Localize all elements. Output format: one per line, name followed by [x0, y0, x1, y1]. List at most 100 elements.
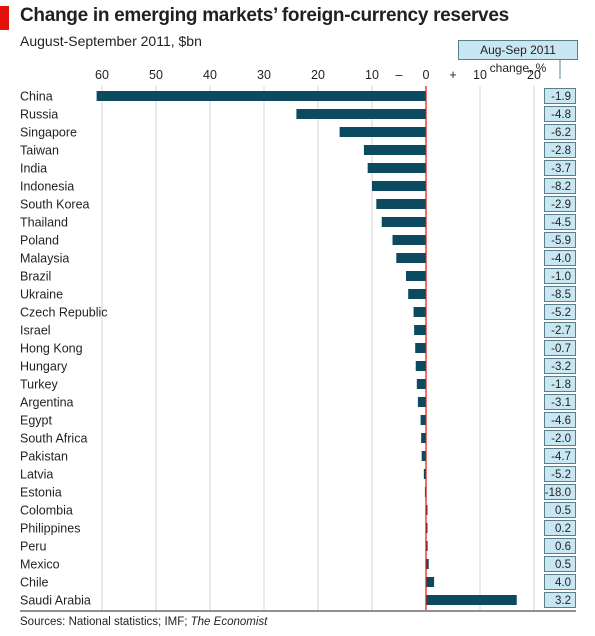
- source-text: Sources: National statistics; IMF;: [20, 616, 191, 628]
- category-label: Egypt: [20, 414, 52, 428]
- pct-change-value: -3.7: [551, 163, 571, 175]
- x-tick-label: 60: [95, 68, 109, 82]
- pct-change-box: [544, 448, 576, 464]
- bar: [426, 577, 435, 587]
- category-label: Malaysia: [20, 252, 69, 266]
- pct-change-box: [544, 538, 576, 554]
- category-label: Taiwan: [20, 144, 59, 158]
- source-publication: The Economist: [190, 616, 268, 628]
- bar: [392, 235, 426, 245]
- bar: [426, 595, 517, 605]
- x-tick-label: 40: [203, 68, 217, 82]
- pct-change-value: -4.7: [551, 451, 571, 463]
- positive-sign-marker: +: [449, 68, 456, 82]
- pct-change-box: [544, 232, 576, 248]
- pct-change-box: [544, 304, 576, 320]
- category-label: Philippines: [20, 522, 80, 536]
- bar: [96, 91, 426, 101]
- pct-change-box: [544, 592, 576, 608]
- pct-change-box: [544, 574, 576, 590]
- bar: [421, 433, 426, 443]
- bar: [376, 199, 426, 209]
- pct-change-value: -2.7: [551, 325, 571, 337]
- category-label: Colombia: [20, 504, 73, 518]
- bar: [415, 361, 426, 371]
- pct-change-box: [544, 214, 576, 230]
- pct-change-box: [544, 340, 576, 356]
- pct-change-box: [544, 394, 576, 410]
- category-label: South Korea: [20, 198, 90, 212]
- pct-change-value: -5.9: [551, 235, 571, 247]
- pct-change-value: -2.8: [551, 145, 571, 157]
- pct-change-value: -0.7: [551, 343, 571, 355]
- category-label: Israel: [20, 324, 51, 338]
- x-tick-label: 0: [423, 68, 430, 82]
- bar: [426, 541, 428, 551]
- pct-change-box: [544, 556, 576, 572]
- pct-change-value: -4.6: [551, 415, 571, 427]
- chart-title: Change in emerging markets’ foreign-curr…: [20, 5, 509, 26]
- pct-change-box: [544, 142, 576, 158]
- pct-change-header: Aug-Sep 2011 change, %: [458, 40, 578, 75]
- pct-change-value: -1.9: [551, 91, 571, 103]
- x-tick-label: 20: [527, 68, 541, 82]
- pct-change-box: [544, 376, 576, 392]
- pct-change-value: 0.6: [555, 541, 571, 553]
- pct-change-box: [544, 196, 576, 212]
- x-tick-label: 30: [257, 68, 271, 82]
- pct-change-box: [544, 178, 576, 194]
- category-label: India: [20, 162, 47, 176]
- category-label: Czech Republic: [20, 306, 108, 320]
- category-label: Thailand: [20, 216, 68, 230]
- pct-change-value: -6.2: [551, 127, 571, 139]
- pct-change-box: [544, 430, 576, 446]
- pct-change-value: -8.5: [551, 289, 571, 301]
- bar: [426, 505, 428, 515]
- x-tick-label: 10: [365, 68, 379, 82]
- bar: [420, 415, 426, 425]
- bar: [396, 253, 426, 263]
- chart-subtitle: August-September 2011, $bn: [20, 33, 202, 49]
- category-label: Poland: [20, 234, 59, 248]
- pct-change-box: [544, 466, 576, 482]
- bar: [406, 271, 426, 281]
- pct-change-box: [544, 106, 576, 122]
- x-tick-label: 10: [473, 68, 487, 82]
- bar: [372, 181, 426, 191]
- category-label: Estonia: [20, 486, 62, 500]
- pct-change-value: -4.8: [551, 109, 571, 121]
- pct-change-value: -1.0: [551, 271, 571, 283]
- pct-change-value: 4.0: [555, 577, 571, 589]
- pct-change-value: 0.2: [555, 523, 571, 535]
- pct-change-value: -3.1: [551, 397, 571, 409]
- category-label: Peru: [20, 540, 46, 554]
- pct-change-value: 3.2: [555, 595, 571, 607]
- category-label: Latvia: [20, 468, 53, 482]
- category-label: Saudi Arabia: [20, 594, 91, 608]
- category-label: Hong Kong: [20, 342, 83, 356]
- category-label: Russia: [20, 108, 58, 122]
- bar: [408, 289, 426, 299]
- pct-change-value: -2.9: [551, 199, 571, 211]
- pct-change-box: [544, 268, 576, 284]
- bar: [415, 343, 426, 353]
- pct-change-value: -2.0: [551, 433, 571, 445]
- x-tick-label: 20: [311, 68, 325, 82]
- pct-change-value: -4.5: [551, 217, 571, 229]
- category-label: Singapore: [20, 126, 77, 140]
- pct-change-value: -1.8: [551, 379, 571, 391]
- category-label: Ukraine: [20, 288, 63, 302]
- bar: [416, 379, 426, 389]
- category-label: Pakistan: [20, 450, 68, 464]
- bar: [417, 397, 426, 407]
- bar: [363, 145, 426, 155]
- pct-change-value: -5.2: [551, 469, 571, 481]
- category-label: Mexico: [20, 558, 60, 572]
- negative-sign-marker: –: [396, 68, 403, 82]
- bar: [423, 469, 426, 479]
- category-label: China: [20, 90, 53, 104]
- category-label: South Africa: [20, 432, 87, 446]
- x-tick-label: 50: [149, 68, 163, 82]
- pct-change-value: -18.0: [545, 487, 571, 499]
